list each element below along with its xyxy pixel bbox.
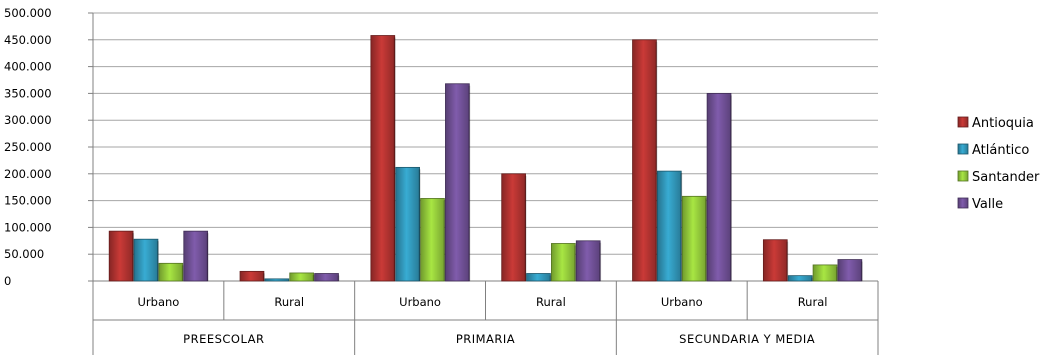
bar-shadow — [705, 198, 708, 281]
bar-shadow — [835, 266, 838, 281]
bar — [370, 35, 396, 282]
legend-label: Antioquia — [972, 116, 1034, 131]
bar-shadow — [393, 37, 396, 282]
bar — [420, 198, 445, 282]
bar — [706, 93, 732, 282]
y-tick-label: 50.000 — [4, 247, 44, 261]
bar — [681, 195, 707, 282]
legend-label: Santander — [972, 170, 1040, 185]
bar — [183, 230, 209, 282]
bar — [108, 230, 134, 282]
x-category-label: Urbano — [399, 295, 441, 309]
legend-swatch — [957, 116, 969, 128]
bar-shadow — [312, 274, 315, 281]
x-category-label: Rural — [536, 295, 566, 309]
bar — [656, 170, 682, 282]
bar-shadow — [443, 200, 446, 281]
y-tick-label: 400.000 — [4, 60, 52, 74]
bar — [837, 259, 863, 282]
bar-shadow — [418, 169, 421, 281]
bar-shadow — [549, 275, 552, 281]
bar-shadow — [599, 242, 602, 281]
x-group-label: PRIMARIA — [456, 332, 515, 346]
y-tick-label: 0 — [4, 274, 11, 288]
bar-shadow — [468, 85, 471, 281]
bar-shadow — [811, 277, 814, 281]
bar — [289, 272, 315, 282]
bar — [314, 273, 339, 282]
legend-label: Valle — [972, 197, 1003, 212]
bar — [395, 166, 420, 282]
bar-shadow — [680, 173, 683, 281]
bar — [812, 264, 838, 282]
bar-shadow — [860, 261, 863, 281]
bar — [501, 173, 526, 282]
y-tick-label: 350.000 — [4, 86, 52, 100]
y-tick-label: 450.000 — [4, 33, 52, 47]
legend-swatch — [957, 170, 969, 182]
y-tick-label: 100.000 — [4, 220, 52, 234]
y-tick-label: 250.000 — [4, 140, 52, 154]
bar-shadow — [786, 241, 789, 281]
bar-shadow — [524, 175, 527, 281]
bar-shadow — [262, 273, 265, 281]
bar-shadow — [729, 95, 732, 282]
bar-shadow — [655, 41, 658, 281]
x-group-label: PREESCOLAR — [183, 332, 264, 346]
bar-shadow — [181, 265, 184, 281]
x-category-label: Rural — [798, 295, 828, 309]
bar — [551, 243, 576, 282]
bar-shadow — [156, 241, 159, 281]
x-category-label: Rural — [274, 295, 304, 309]
bar-shadow — [206, 233, 209, 281]
bar-shadow — [574, 245, 577, 281]
bar-shadow — [132, 233, 135, 281]
y-tick-label: 200.000 — [4, 167, 52, 181]
legend-label: Atlántico — [972, 143, 1029, 158]
bar — [445, 83, 470, 282]
bar-shadow — [337, 275, 340, 281]
y-tick-label: 150.000 — [4, 194, 52, 208]
bar — [526, 273, 551, 282]
bar — [239, 270, 265, 282]
bar — [133, 238, 159, 282]
x-group-label: SECUNDARIA Y MEDIA — [679, 332, 815, 346]
bar — [787, 275, 813, 282]
bar — [158, 262, 184, 282]
y-tick-label: 500.000 — [4, 6, 52, 20]
bar — [264, 278, 290, 282]
y-tick-label: 300.000 — [4, 113, 52, 127]
x-category-label: Urbano — [661, 295, 703, 309]
legend-swatch — [957, 143, 969, 155]
bar — [632, 39, 657, 282]
bar — [575, 240, 601, 282]
legend-swatch — [957, 197, 969, 209]
bar — [762, 239, 788, 282]
x-category-label: Urbano — [138, 295, 180, 309]
